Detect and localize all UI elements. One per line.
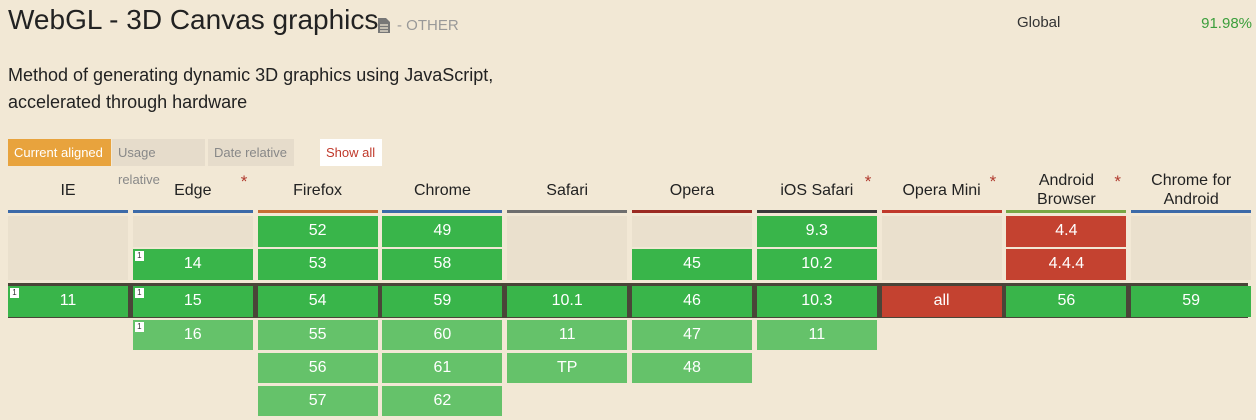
browser-bar [8, 210, 128, 213]
browser-name: Chrome for Android [1151, 172, 1232, 208]
browser-bar [881, 210, 1002, 213]
browser-name: Firefox [293, 181, 343, 199]
version-cell: 59 [1131, 286, 1252, 317]
scope: Global [1017, 14, 1061, 31]
browser-bar [132, 210, 253, 213]
browser-bar [632, 210, 752, 213]
show-all-button[interactable]: Show all [320, 139, 382, 166]
browser-bar [1131, 210, 1252, 213]
note-badge: 1 [134, 251, 144, 261]
version-cell: all [881, 286, 1002, 317]
version-cell: 15 1 [132, 286, 253, 317]
note-mark: * [240, 172, 248, 191]
browser-name: Android Browser [1037, 172, 1096, 208]
tab[interactable]: Date relative [208, 139, 294, 166]
browser-name: Opera [669, 181, 715, 199]
version-cell: 11 [756, 320, 877, 350]
version-cell: 45 [632, 249, 752, 280]
version-cell: 53 [257, 249, 378, 280]
browser-name: Edge [174, 181, 212, 199]
empty-cell [507, 216, 628, 280]
version-cell: 56 [257, 353, 378, 383]
title: WebGL - 3D Canvas graphics [8, 4, 379, 35]
empty-cell [1131, 216, 1252, 280]
status: - OTHER [397, 17, 459, 34]
browser-bar [257, 210, 378, 213]
version-cell: 62 [382, 386, 503, 416]
note-mark: * [864, 172, 872, 191]
version-cell: 16 1 [132, 320, 253, 350]
version-cell: 10.2 [756, 249, 877, 280]
tab[interactable]: Usage relative [112, 139, 205, 187]
version-cell: 11 1 [8, 286, 128, 317]
empty-cell [881, 216, 1002, 280]
description: Method of generating dynamic 3D graphics… [8, 65, 494, 112]
tab[interactable]: Current aligned [8, 139, 111, 166]
version-cell: 52 [257, 216, 378, 247]
version-cell: 10.3 [756, 286, 877, 317]
version-cell: 60 [382, 320, 503, 350]
version-cell: 47 [632, 320, 752, 350]
browser-name: Opera Mini [902, 181, 981, 199]
version-cell: 59 [382, 286, 503, 317]
empty-cell [132, 216, 253, 247]
version-cell: 49 [382, 216, 503, 247]
empty-cell [632, 216, 752, 247]
doc-icon [378, 18, 390, 33]
version-cell: 61 [382, 353, 503, 383]
version-cell: 57 [257, 386, 378, 416]
version-cell: 56 [1006, 286, 1127, 317]
version-cell: 11 [507, 320, 628, 350]
browser-bar [756, 210, 877, 213]
browser-name: iOS Safari [780, 181, 854, 199]
version-cell: 14 1 [132, 249, 253, 280]
note-mark: * [1114, 172, 1122, 191]
version-cell: 10.1 [507, 286, 628, 317]
browser-bar [1006, 210, 1127, 213]
empty-cell [8, 216, 128, 280]
note-badge: 1 [134, 288, 144, 298]
version-cell: 4.4 [1006, 216, 1127, 247]
version-cell: TP [507, 353, 628, 383]
browser-bar [382, 210, 503, 213]
version-cell: 9.3 [756, 216, 877, 247]
version-cell: 55 [257, 320, 378, 350]
note-badge: 1 [134, 322, 144, 332]
note-badge: 1 [10, 288, 19, 298]
note-mark: * [989, 172, 997, 191]
version-cell: 4.4.4 [1006, 249, 1127, 280]
browser-name: Chrome [413, 181, 471, 199]
browser-name: IE [60, 181, 76, 199]
browser-bar [507, 210, 628, 213]
browser-name: Safari [546, 181, 589, 199]
version-cell: 54 [257, 286, 378, 317]
version-cell: 48 [632, 353, 752, 383]
usage: 91.98% [1201, 15, 1252, 32]
version-cell: 58 [382, 249, 503, 280]
version-cell: 46 [632, 286, 752, 317]
